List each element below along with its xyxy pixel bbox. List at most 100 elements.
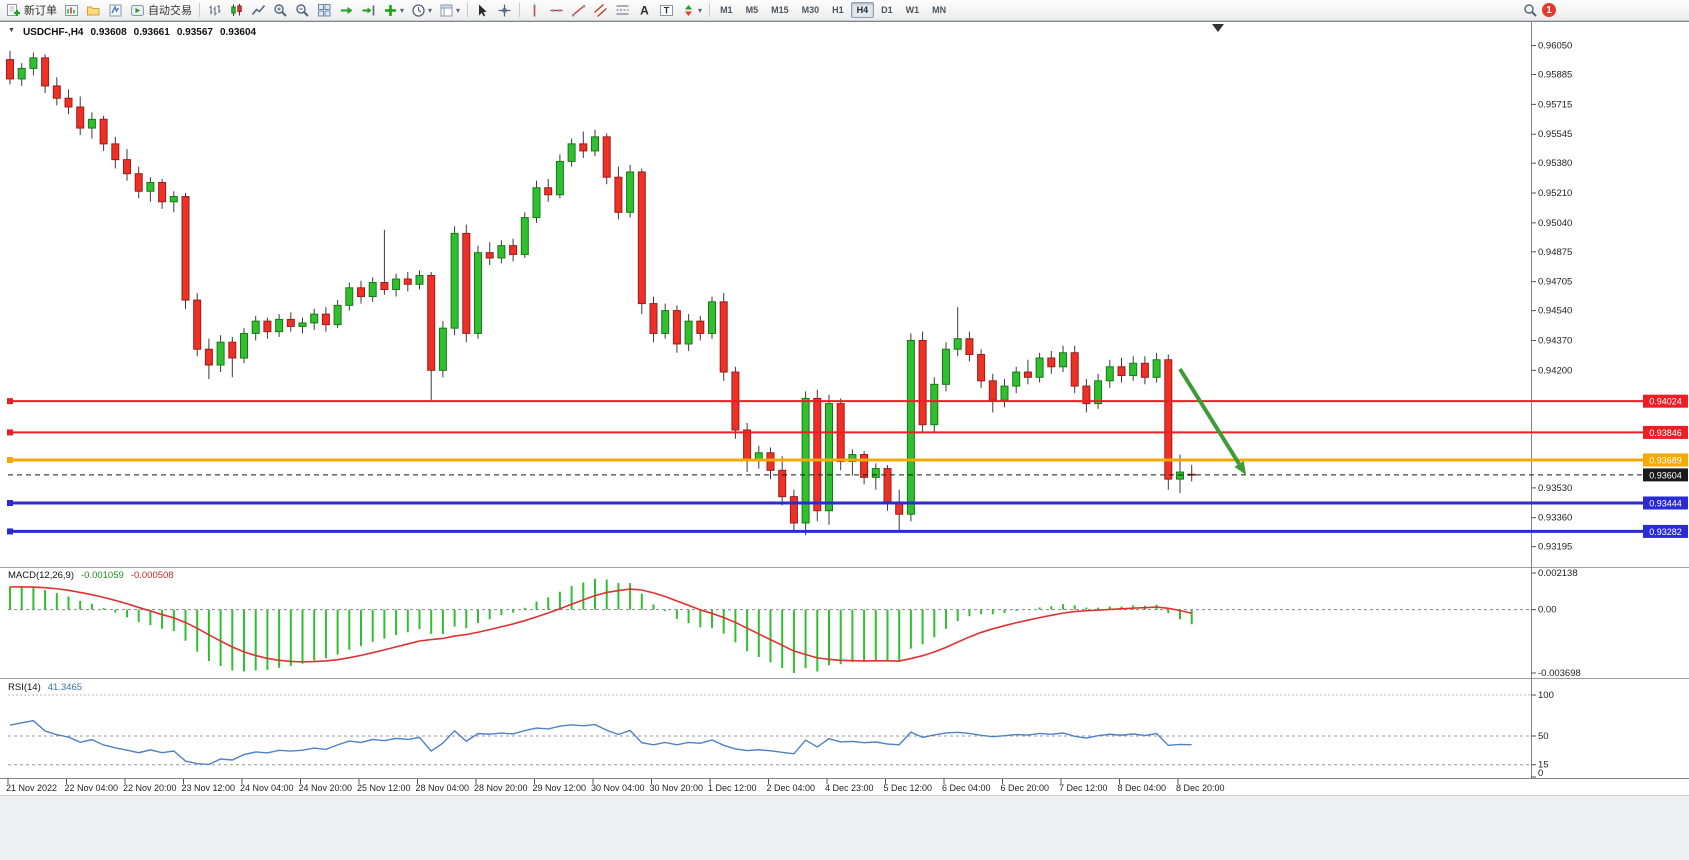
crosshair-button[interactable] (494, 1, 515, 20)
channel-icon (594, 3, 607, 17)
periods-caret: ▾ (428, 5, 433, 15)
svg-text:29 Nov 12:00: 29 Nov 12:00 (533, 783, 587, 793)
svg-text:24 Nov 20:00: 24 Nov 20:00 (299, 783, 353, 793)
auto-scroll-icon (341, 6, 353, 14)
timeframe-m1[interactable]: M1 (720, 5, 733, 15)
new-order-button[interactable]: 新订单 (3, 1, 60, 20)
svg-text:8 Dec 20:00: 8 Dec 20:00 (1176, 783, 1225, 793)
svg-text:0.93846: 0.93846 (1649, 428, 1682, 438)
svg-text:0.00: 0.00 (1538, 605, 1557, 616)
window-bottom-area (0, 795, 1689, 860)
svg-text:0.95545: 0.95545 (1538, 129, 1572, 140)
new-order-icon (7, 3, 20, 16)
toolbar: 新订单 自动交易 ▾ ▾ ▾ (0, 0, 1689, 21)
vertical-line-button[interactable] (524, 1, 545, 20)
new-order-label: 新订单 (24, 5, 57, 17)
timeframe-m30[interactable]: M30 (801, 5, 820, 15)
bar-chart-icon (209, 4, 221, 15)
svg-text:2 Dec 04:00: 2 Dec 04:00 (767, 783, 816, 793)
svg-text:22 Nov 20:00: 22 Nov 20:00 (123, 783, 177, 793)
svg-text:0.95885: 0.95885 (1538, 70, 1572, 81)
text-button[interactable]: A (634, 1, 655, 20)
svg-text:0.94370: 0.94370 (1538, 335, 1572, 346)
svg-text:0.93444: 0.93444 (1649, 498, 1682, 508)
timeframe-m5[interactable]: M5 (745, 5, 759, 15)
templates-icon (440, 4, 453, 16)
svg-text:30 Nov 20:00: 30 Nov 20:00 (650, 783, 704, 793)
svg-text:4 Dec 23:00: 4 Dec 23:00 (825, 783, 874, 793)
candlestick-chart-icon (231, 3, 242, 16)
timeframe-h4[interactable]: H4 (850, 2, 875, 18)
shift-marker (1212, 24, 1224, 32)
svg-text:0.93689: 0.93689 (1649, 455, 1682, 465)
svg-text:15: 15 (1538, 760, 1549, 771)
svg-text:0.94024: 0.94024 (1649, 397, 1682, 407)
timeframe-w1[interactable]: W1 (905, 5, 920, 15)
chart-shift-button[interactable] (358, 1, 379, 20)
svg-text:A: A (640, 3, 649, 17)
autotrading-label: 自动交易 (148, 5, 192, 17)
toolbar-separator (467, 3, 469, 17)
time-axis (7, 779, 1179, 784)
svg-text:28 Nov 20:00: 28 Nov 20:00 (474, 783, 528, 793)
svg-text:25 Nov 12:00: 25 Nov 12:00 (357, 783, 411, 793)
horizontal-line-button[interactable] (546, 1, 567, 20)
search-button[interactable] (1520, 1, 1541, 20)
macd-layer (8, 578, 1531, 673)
profiles-icon (87, 6, 100, 15)
svg-text:0.93604: 0.93604 (1649, 470, 1682, 480)
price-badge (1643, 496, 1688, 510)
zoom-in-icon (274, 3, 287, 17)
trendline-button[interactable] (568, 1, 589, 20)
label-button[interactable]: T (656, 1, 677, 20)
line-chart-button[interactable] (248, 1, 269, 20)
chart-window[interactable]: 0.94024 0.93846 0.93689 0.93604 0.93444 0.932… (0, 21, 1689, 795)
timeframe-m15[interactable]: M15 (771, 5, 789, 15)
svg-text:0.93195: 0.93195 (1538, 542, 1572, 553)
svg-text:T: T (664, 5, 670, 15)
price-badge (1643, 453, 1688, 467)
chart-window-button[interactable] (61, 1, 82, 20)
vertical-line-icon (533, 4, 536, 16)
svg-text:0.93530: 0.93530 (1538, 483, 1572, 494)
zoom-out-button[interactable] (292, 1, 313, 20)
metaeditor-button[interactable] (105, 1, 126, 20)
autotrading-button[interactable]: 自动交易 (127, 1, 195, 20)
chart-window-icon (65, 4, 78, 16)
price-chart[interactable]: 0.94024 0.93846 0.93689 0.93604 0.93444 0.932… (0, 21, 1689, 795)
arrows-caret: ▾ (698, 5, 703, 15)
templates-button[interactable]: ▾ (436, 1, 463, 20)
bar-chart-button[interactable] (204, 1, 225, 20)
search-icon (1524, 3, 1537, 17)
periods-button[interactable]: ▾ (408, 1, 435, 20)
tile-windows-button[interactable] (314, 1, 335, 20)
timeframe-h1[interactable]: H1 (832, 5, 844, 15)
zoom-in-button[interactable] (270, 1, 291, 20)
cursor-button[interactable] (472, 1, 493, 20)
zoom-out-icon (296, 3, 309, 17)
auto-scroll-button[interactable] (336, 1, 357, 20)
indicators-caret: ▾ (400, 5, 405, 15)
indicators-button[interactable]: ▾ (380, 1, 407, 20)
fibonacci-button[interactable] (612, 1, 633, 20)
autotrading-icon (131, 4, 144, 16)
svg-text:8 Dec 04:00: 8 Dec 04:00 (1118, 783, 1167, 793)
svg-text:0.96050: 0.96050 (1538, 41, 1572, 52)
timeframe-mn[interactable]: MN (932, 5, 947, 15)
price-badge (1643, 425, 1688, 439)
notification-badge[interactable]: 1 (1542, 3, 1556, 17)
arrows-icon (685, 4, 693, 16)
text-icon: A (640, 3, 649, 17)
candles-layer (6, 50, 1196, 536)
timeframe-d1[interactable]: D1 (881, 5, 893, 15)
svg-text:30 Nov 04:00: 30 Nov 04:00 (591, 783, 645, 793)
svg-text:5 Dec 12:00: 5 Dec 12:00 (884, 783, 933, 793)
svg-text:0.93282: 0.93282 (1649, 527, 1682, 537)
channel-button[interactable] (590, 1, 611, 20)
svg-text:1 Dec 12:00: 1 Dec 12:00 (708, 783, 757, 793)
candlestick-chart-button[interactable] (226, 1, 247, 20)
svg-text:0.95380: 0.95380 (1538, 158, 1572, 169)
profiles-button[interactable] (83, 1, 104, 20)
toolbar-separator (709, 3, 711, 17)
arrows-button[interactable]: ▾ (678, 1, 705, 20)
